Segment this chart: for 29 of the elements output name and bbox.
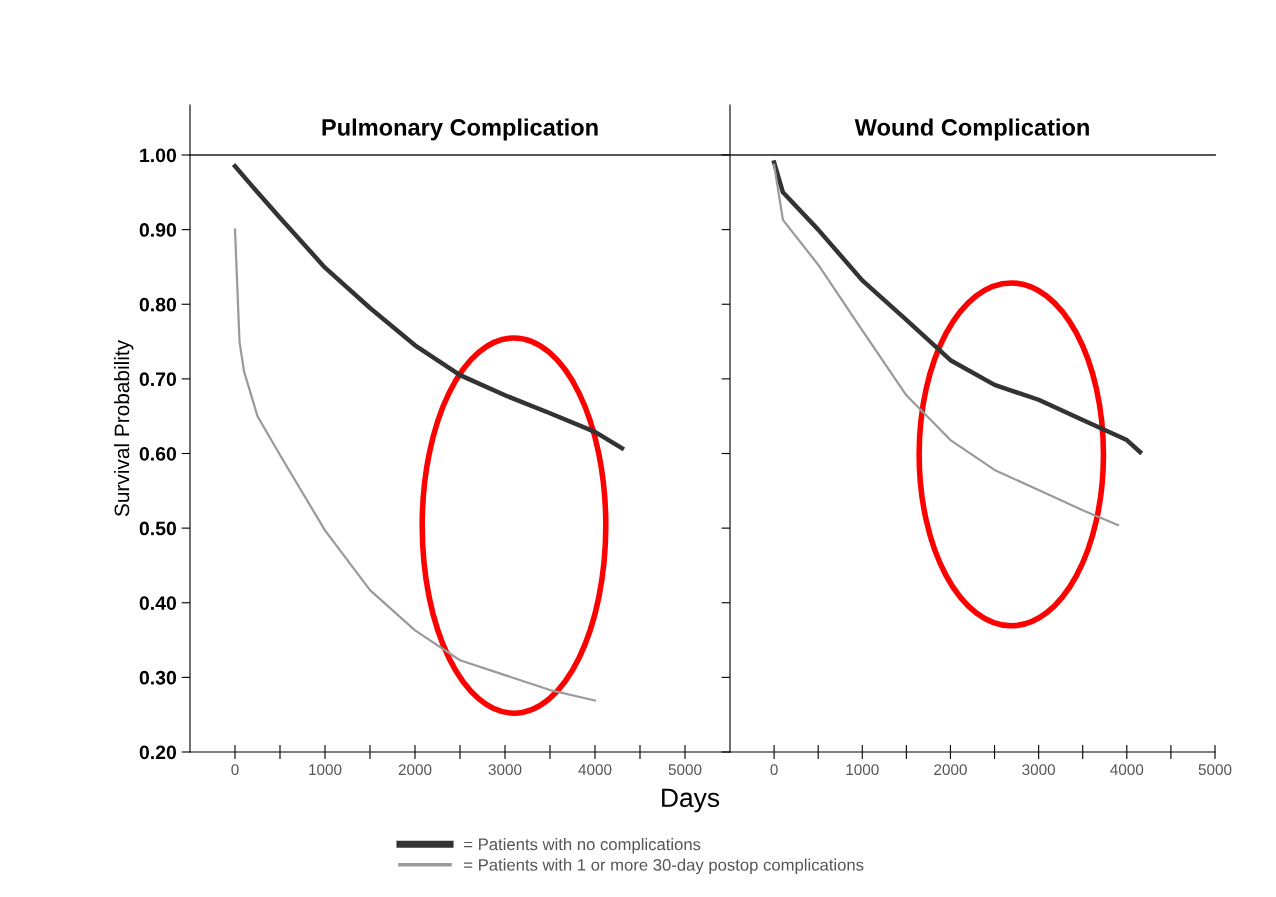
y-tick-label: 0.50	[139, 521, 177, 536]
legend-label: = Patients with no complications	[464, 838, 701, 854]
x-tick-label: 2000	[398, 764, 432, 776]
y-tick-label: 1.00	[140, 148, 177, 163]
x-tick-label: 2000	[934, 764, 967, 776]
y-tick-label: 0.30	[139, 670, 177, 685]
x-tick-label: 1000	[846, 764, 879, 776]
x-axis-title: Days	[662, 788, 720, 813]
y-tick-label: 0.60	[139, 446, 177, 461]
x-tick-label: 0	[770, 764, 778, 776]
x-tick-label: 0	[231, 764, 239, 776]
x-tick-label: 4000	[1110, 764, 1144, 776]
legend-label: = Patients with 1 or more 30-day postop complications	[464, 858, 864, 875]
line-series	[232, 163, 625, 451]
text: Pulmonary Complication	[322, 118, 598, 141]
line-series	[233, 228, 597, 702]
y-axis-title: Survival Probability	[113, 339, 134, 517]
y-tick-label: 0.40	[139, 596, 177, 610]
text: Wound Complication	[854, 118, 1089, 141]
x-tick-label: 4000	[578, 764, 612, 776]
y-tick-label: 0.90	[139, 223, 177, 237]
x-tick-label: 1000	[309, 764, 342, 776]
y-tick-label: 0.80	[139, 297, 177, 312]
y-tick-label: 0.20	[139, 745, 177, 760]
y-tick-label: 0.70	[139, 372, 177, 387]
x-tick-label: 5000	[668, 764, 702, 776]
x-tick-label: 5000	[1198, 764, 1232, 776]
x-tick-label: 3000	[488, 764, 522, 776]
x-tick-label: 3000	[1022, 764, 1056, 776]
